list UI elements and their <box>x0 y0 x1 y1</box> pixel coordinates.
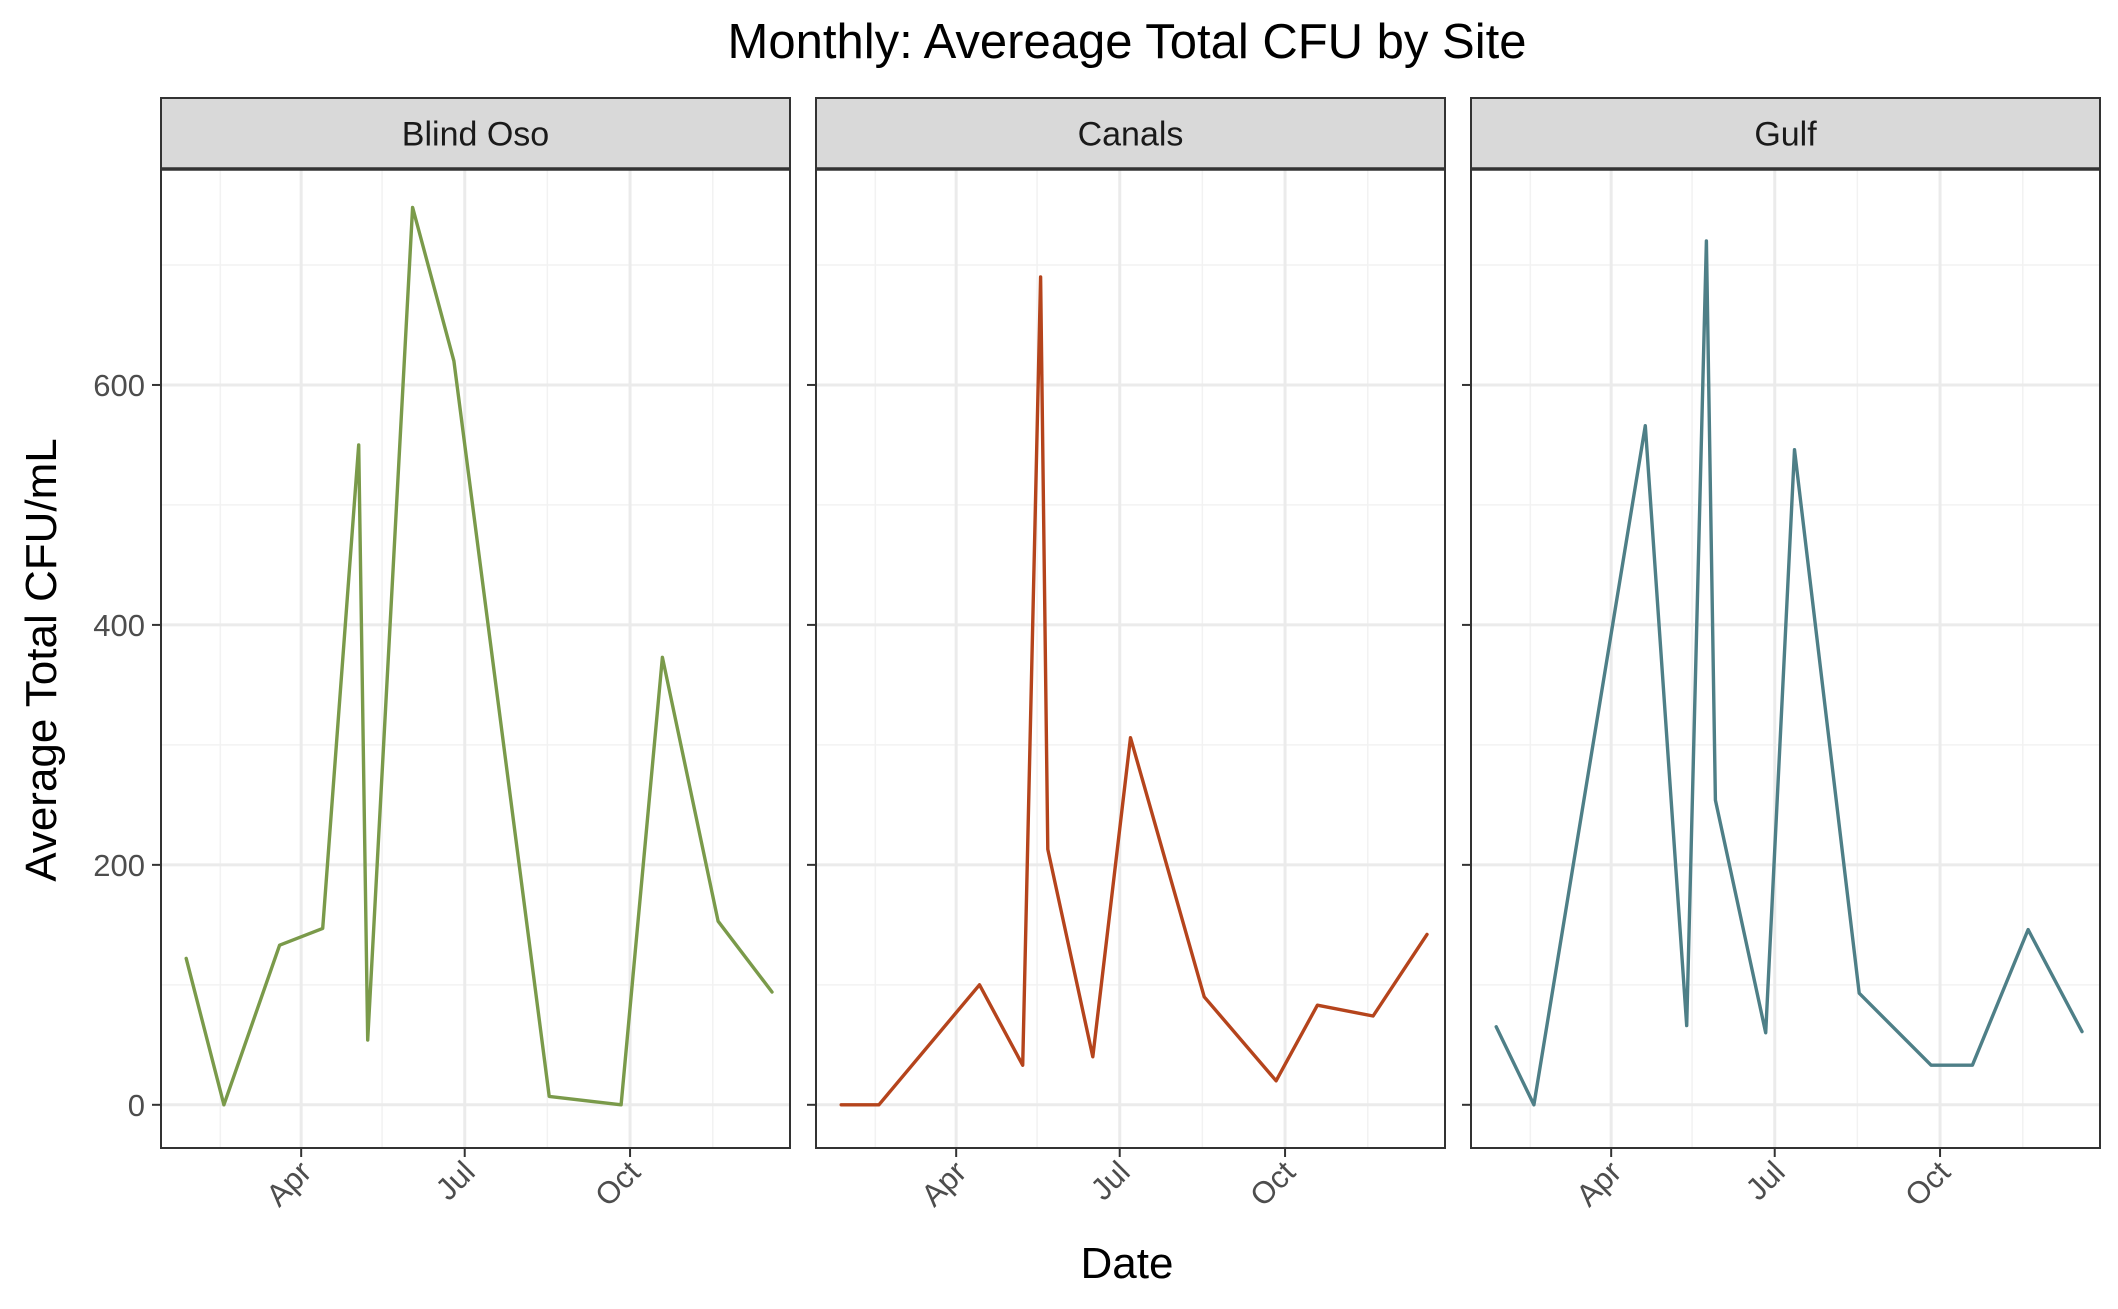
y-tick-label: 400 <box>93 608 145 643</box>
facet-strip <box>815 97 1446 170</box>
y-tick-label: 0 <box>128 1088 145 1123</box>
facet-strip <box>1470 97 2101 170</box>
chart-title: Monthly: Avereage Total CFU by Site <box>728 15 1527 69</box>
series-line <box>1494 239 2084 1107</box>
facet-strip-label: Canals <box>1078 116 1184 154</box>
series-line <box>839 275 1429 1107</box>
facet-strip-label: Gulf <box>1754 116 1817 154</box>
series-line <box>184 205 774 1107</box>
x-axis-title: Date <box>1081 1239 1174 1288</box>
y-tick-label: 600 <box>93 368 145 403</box>
panel-background <box>816 169 1445 1148</box>
y-axis-title: Average Total CFU/mL <box>17 438 66 881</box>
facet-strip-label: Blind Oso <box>402 116 549 154</box>
y-tick-label: 200 <box>93 848 145 883</box>
panel-background <box>161 169 790 1148</box>
